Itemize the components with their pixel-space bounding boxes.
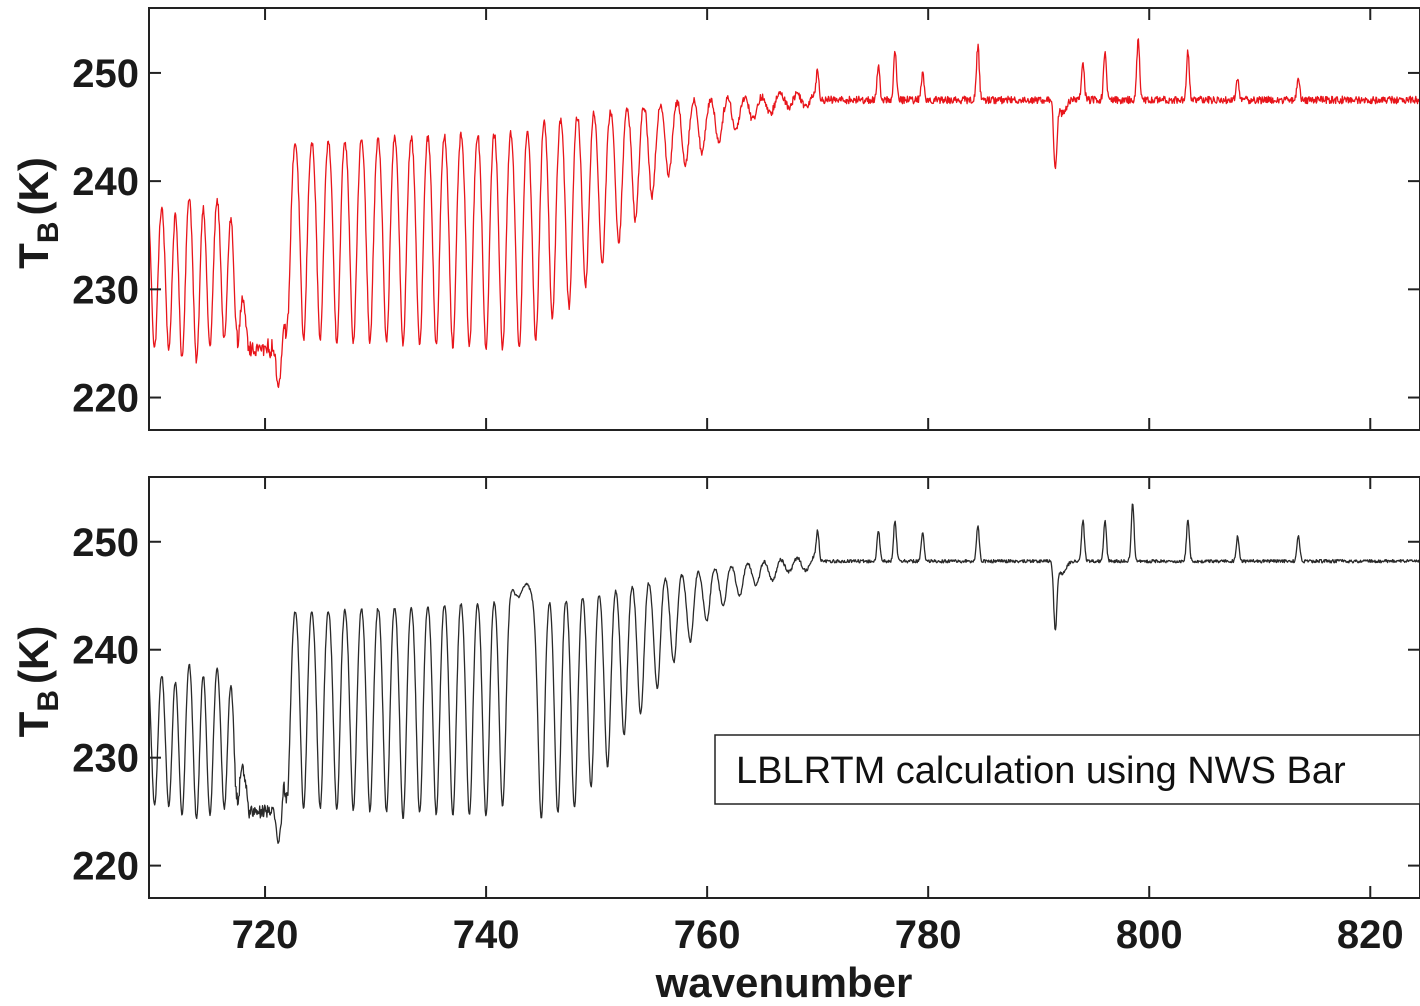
top-y-label-unit: (K) <box>10 157 57 215</box>
bottom-y-axis-title: TB (K) <box>10 626 65 738</box>
top-ticks: 220 230 240 250 <box>72 8 1420 430</box>
top-y-axis-title: TB (K) <box>10 157 65 269</box>
x-axis-title: wavenumber <box>655 959 913 1006</box>
bottom-x-tick-label: 780 <box>895 913 962 957</box>
bottom-plot-frame <box>148 476 1420 899</box>
bottom-y-label-sub: B <box>32 690 65 712</box>
bottom-x-tick-label: 740 <box>453 913 520 957</box>
top-y-axis-label: TB (K) <box>10 157 65 269</box>
bottom-y-label-main: T <box>10 711 57 737</box>
bottom-x-tick-label: 820 <box>1337 913 1404 957</box>
bottom-x-tick-label: 760 <box>674 913 741 957</box>
top-y-tick-label: 240 <box>72 160 139 204</box>
top-y-tick-label: 230 <box>72 268 139 312</box>
top-spectrum-line <box>148 38 1420 389</box>
bottom-y-tick-label: 230 <box>72 737 139 781</box>
bottom-x-tick-label: 720 <box>232 913 299 957</box>
top-y-tick-label: 250 <box>72 52 139 96</box>
bottom-x-tick-label: 800 <box>1116 913 1183 957</box>
bottom-spectrum-line <box>148 503 1420 844</box>
bottom-spectrum-series <box>148 503 1420 844</box>
annotation-box: LBLRTM calculation using NWS Bar <box>714 734 1420 805</box>
bottom-y-label-unit: (K) <box>10 626 57 684</box>
top-plot-frame <box>148 7 1420 431</box>
bottom-ticks: 220 230 240 250 720 740 760 780 800 820 <box>72 477 1420 957</box>
top-y-label-sub: B <box>32 221 65 243</box>
top-y-tick-label: 220 <box>72 377 139 421</box>
top-y-label-main: T <box>10 243 57 269</box>
bottom-y-tick-label: 220 <box>72 845 139 889</box>
bottom-panel: 220 230 240 250 720 740 760 780 800 820 TB (K) LBL… <box>10 476 1420 1006</box>
top-panel: 220 230 240 250 TB (K) <box>10 7 1420 431</box>
annotation-text: LBLRTM calculation using NWS Bar <box>736 750 1346 792</box>
top-spectrum-series <box>148 38 1420 389</box>
bottom-y-tick-label: 240 <box>72 629 139 673</box>
bottom-y-tick-label: 250 <box>72 521 139 565</box>
annotation-frame <box>714 734 1420 805</box>
bottom-y-axis-label: TB (K) <box>10 626 65 738</box>
